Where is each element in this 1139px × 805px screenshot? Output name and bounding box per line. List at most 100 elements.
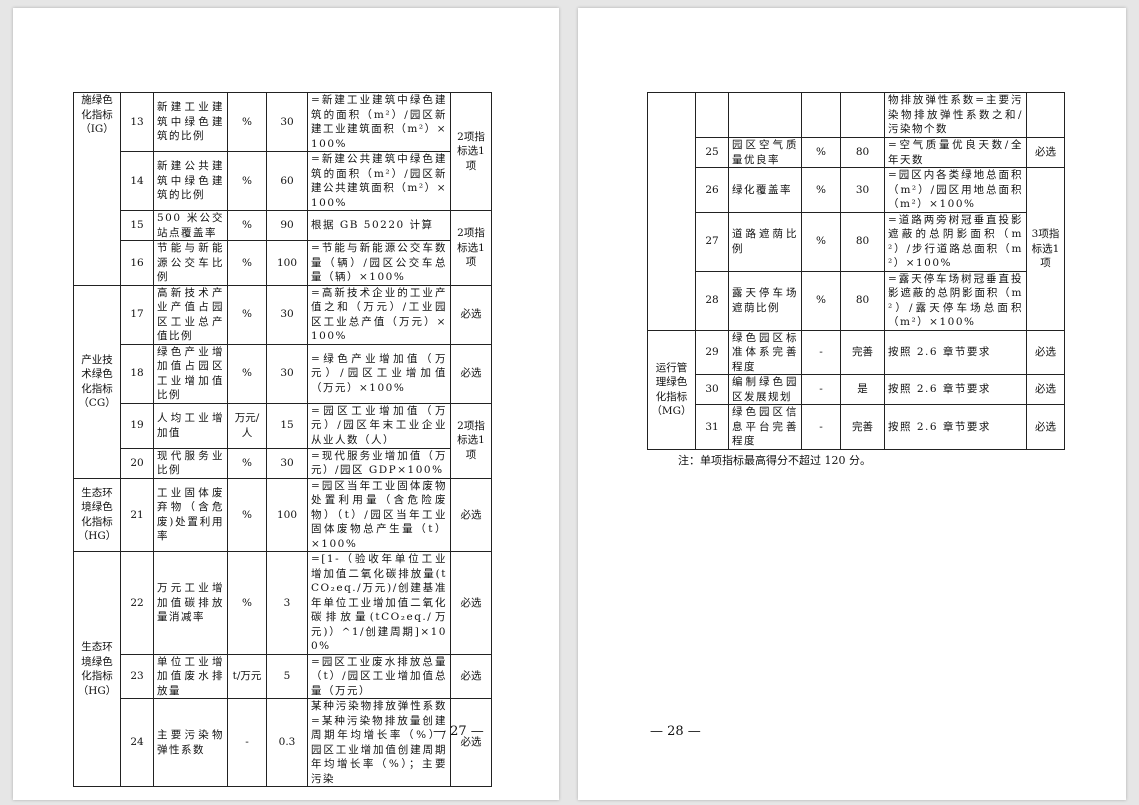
index-number: 29 [695,329,729,375]
selection-rule: 必选 [1026,374,1065,405]
target-value: 0.3 [266,698,308,787]
table-row: 19 人均工业增加值 万元/人 15 =园区工业增加值（万元）/园区年末工业企业从业人数… [74,402,492,479]
formula: =[1-（验收年单位工业增加值二氧化碳排放量(tCO₂eq./万元)/创建基准年… [307,551,451,655]
index-number: 19 [120,402,154,449]
selection-rule: 2项指标选1项 [450,92,492,211]
target-value: 5 [266,653,308,699]
selection-rule: 必选 [1026,404,1065,450]
formula: =绿色产业增加值（万元）/园区工业增加值（万元）×100% [307,343,451,404]
target-value: 完善 [840,329,885,375]
formula: =园区当年工业固体废物处置利用量（含危险废物）（t）/园区当年工业固体废物总产生… [307,477,451,552]
selection-rule: 必选 [1026,329,1065,375]
target-value: 30 [266,447,308,479]
index-number: 22 [120,551,154,655]
index-number: 23 [120,653,154,699]
formula: 按照 2.6 章节要求 [884,374,1027,405]
index-number: 30 [695,374,729,405]
selection-rule: 必选 [450,477,492,552]
target-value: 3 [266,551,308,655]
target-value: 30 [266,92,308,152]
indicator-name: 露天停车场遮荫比例 [728,270,802,331]
selection-rule [1026,92,1065,138]
formula: =园区工业增加值（万元）/园区年末工业企业从业人数（人） [307,402,451,449]
target-value: 80 [840,211,885,272]
unit: % [227,343,267,404]
unit: % [801,211,841,272]
formula: =现代服务业增加值（万元）/园区 GDP×100% [307,447,451,479]
indicator-name: 500 米公交站点覆盖率 [153,210,228,241]
formula: =道路两旁树冠垂直投影遮蔽的总阴影面积（m²）/步行道路总面积（m²）×100% [884,211,1027,272]
unit: - [227,698,267,787]
table-row: 24 主要污染物弹性系数 -0.3 某种污染物排放弹性系数=某种污染物排放量创建周期年… [74,698,492,787]
index-number: 31 [695,404,729,450]
selection-rule: 必选 [450,343,492,404]
indicator-name: 园区空气质量优良率 [728,137,802,168]
formula: 根据 GB 50220 计算 [307,210,451,241]
indicator-name: 主要污染物弹性系数 [153,698,228,787]
table-row: 31 绿色园区信息平台完善程度 - 完善 按照 2.6 章节要求 必选 [648,404,1065,450]
formula: =新建公共建筑中绿色建筑的面积（m²）/园区新建公共建筑面积（m²）×100% [307,151,451,211]
unit: - [801,404,841,450]
unit: % [227,477,267,552]
indicator-table-page-28: 物排放弹性系数=主要污染物排放弹性系数之和/污染物个数 25 园区空气质量优良率% 8… [647,92,1065,450]
index-number: 16 [120,240,154,286]
indicator-name: 人均工业增加值 [153,402,228,449]
unit: % [227,551,267,655]
indicator-name: 工业固体废弃物（含危废)处置利用率 [153,477,228,552]
table-row: 30 编制绿色园区发展规划 - 是按照 2.6 章节要求 必选 [648,374,1065,405]
formula: =空气质量优良天数/全年天数 [884,137,1027,168]
index-number: 15 [120,210,154,241]
target-value: 80 [840,270,885,331]
target-value: 30 [266,343,308,404]
indicator-name: 节能与新能源公交车比例 [153,240,228,286]
unit: % [801,167,841,213]
unit: % [227,210,267,241]
formula: =高新技术企业的工业产值之和（万元）/工业园区工业总产值（万元）×100% [307,284,451,345]
page-28: 物排放弹性系数=主要污染物排放弹性系数之和/污染物个数 25 园区空气质量优良率% 8… [578,8,1126,800]
table-row: 14 新建公共建筑中绿色建筑的比例% 60 =新建公共建筑中绿色建筑的面积（m²）/园… [74,151,492,211]
selection-rule: 3项指标选1项 [1026,167,1065,331]
index-number: 21 [120,477,154,552]
unit: % [227,284,267,345]
indicator-name: 单位工业增加值废水排放量 [153,653,228,699]
index-number: 20 [120,447,154,479]
table-row: 施绿色化指标（IG） 13 新建工业建筑中绿色建筑的比例% 30 =新建工业建筑中绿色建… [73,92,492,286]
formula: =露天停车场树冠垂直投影遮蔽的总阴影面积（m²）/露天停车场总面积（m²）×10… [884,270,1027,331]
table-row: 物排放弹性系数=主要污染物排放弹性系数之和/污染物个数 [647,92,1065,331]
target-value: 30 [840,167,885,213]
indicator-name: 编制绿色园区发展规划 [728,374,802,405]
indicator-name: 绿色产业增加值占园区工业增加值比例 [153,343,228,404]
table-row: 产业技术绿色化指标（CG） 17 高新技术产业产值占园区工业总产值比例% 30 =高新技… [73,284,492,479]
index-number [695,92,729,138]
selection-rule: 必选 [450,284,492,345]
table-row: 生态环境绿色化指标（HG） 21 工业固体废弃物（含危废)处置利用率% 100 =园区当… [73,477,492,552]
index-number: 28 [695,270,729,331]
indicator-name: 绿色园区标准体系完善程度 [728,329,802,375]
indicator-name: 绿色园区信息平台完善程度 [728,404,802,450]
selection-rule: 必选 [450,551,492,655]
table-row: 27 道路遮荫比例% 80 =道路两旁树冠垂直投影遮蔽的总阴影面积（m²）/步行道路总… [648,211,1065,272]
formula: =新建工业建筑中绿色建筑的面积（m²）/园区新建工业建筑面积（m²）×100% [307,92,451,152]
unit: - [801,329,841,375]
index-number: 26 [695,167,729,213]
indicator-name [728,92,802,138]
table-row: 运行管理绿色化指标（MG） 29 绿色园区标准体系完善程度 - 完善 按照 2.6 章节要… [647,329,1065,450]
page-27: 施绿色化指标（IG） 13 新建工业建筑中绿色建筑的比例% 30 =新建工业建筑中绿色建… [13,8,559,800]
indicator-name: 万元工业增加值碳排放量消减率 [153,551,228,655]
target-value: 15 [266,402,308,449]
category-cell: 生态环境绿色化指标（HG） [73,477,121,552]
category-cell: 运行管理绿色化指标（MG） [647,329,696,450]
formula: =园区内各类绿地总面积（m²）/园区用地总面积（m²）×100% [884,167,1027,213]
unit: 万元/人 [227,402,267,449]
unit: % [801,270,841,331]
index-number: 25 [695,137,729,168]
category-cell: 生态环境绿色化指标（HG） [73,551,121,787]
formula: =园区工业废水排放总量（t）/园区工业增加值总量（万元） [307,653,451,699]
formula: 某种污染物排放弹性系数=某种污染物排放量创建周期年均增长率（%）/园区工业增加值… [307,698,451,787]
unit: % [227,92,267,152]
target-value: 30 [266,284,308,345]
category-cell: 施绿色化指标（IG） [73,92,121,286]
table-row: 25 园区空气质量优良率% 80 =空气质量优良天数/全年天数 必选 [648,137,1065,168]
selection-rule: 必选 [450,653,492,699]
formula: 物排放弹性系数=主要污染物排放弹性系数之和/污染物个数 [884,92,1027,138]
